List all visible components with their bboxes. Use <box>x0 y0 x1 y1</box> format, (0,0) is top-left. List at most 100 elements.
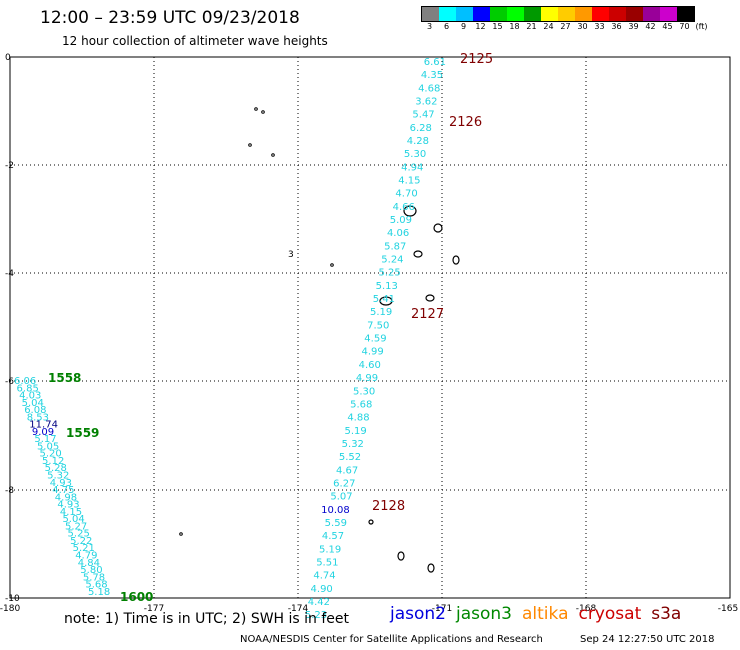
island <box>271 153 275 157</box>
colorbar-swatch <box>558 7 575 21</box>
swh-value: 5.19 <box>370 307 392 318</box>
swh-value: 5.18 <box>88 587 110 598</box>
swh-value: 4.84 <box>78 558 100 569</box>
colorbar-swatch <box>439 7 456 21</box>
colorbar-swatch <box>626 7 643 21</box>
x-tick-label: -171 <box>432 604 452 614</box>
swh-value: 3.62 <box>415 97 437 108</box>
x-tick-label: -168 <box>576 604 597 614</box>
colorbar-swatch <box>592 7 609 21</box>
swh-value: 5.27 <box>65 521 87 532</box>
swh-value: 4.94 <box>401 162 423 173</box>
swh-value: 4.59 <box>364 334 386 345</box>
colorbar-label: 15 <box>492 22 503 31</box>
island <box>254 107 258 111</box>
swh-value: 5.23 <box>305 610 327 621</box>
colorbar-swatch <box>660 7 677 21</box>
swh-value: 4.66 <box>393 202 415 213</box>
credit-line: NOAA/NESDIS Center for Satellite Applica… <box>240 634 543 645</box>
colorbar-label: 12 <box>475 22 486 31</box>
timestamp: Sep 24 12:27:50 UTC 2018 <box>580 634 715 645</box>
swh-value: 5.28 <box>45 463 67 474</box>
island <box>425 294 435 302</box>
swh-value: 4.60 <box>359 360 381 371</box>
legend-item-jason2: jason2 <box>390 604 446 624</box>
colorbar-label: 45 <box>662 22 673 31</box>
x-tick-label: -174 <box>288 604 309 614</box>
map-grid <box>9 56 731 599</box>
swh-value: 4.88 <box>347 413 369 424</box>
swh-value: 5.30 <box>404 149 426 160</box>
y-tick-label: -2 <box>5 161 14 171</box>
colorbar-swatch <box>541 7 558 21</box>
pass-number: 1558 <box>48 371 81 385</box>
island <box>379 296 393 306</box>
colorbar-label: 18 <box>509 22 520 31</box>
colorbar-swatch <box>609 7 626 21</box>
y-tick-label: -4 <box>5 269 14 279</box>
colorbar <box>421 6 695 22</box>
swh-value: 6.85 <box>17 383 39 394</box>
swh-value: 5.59 <box>325 518 347 529</box>
colorbar-swatch <box>456 7 473 21</box>
swh-value: 5.19 <box>344 426 366 437</box>
swh-value: 5.87 <box>384 241 406 252</box>
y-tick-label: -6 <box>5 377 14 387</box>
swh-value: 5.04 <box>22 398 44 409</box>
swh-value: 4.99 <box>356 373 378 384</box>
swh-value: 4.99 <box>361 347 383 358</box>
swh-value: 5.68 <box>350 399 372 410</box>
islands: 3 <box>179 107 460 573</box>
swh-value: 5.04 <box>62 514 84 525</box>
swh-value: 5.21 <box>73 543 95 554</box>
swh-value: 6.61 <box>424 57 446 68</box>
swh-value: 4.68 <box>418 83 440 94</box>
pass-number: 2127 <box>411 307 444 322</box>
swh-value: 4.57 <box>322 531 344 542</box>
island <box>179 532 183 536</box>
swh-value: 5.25 <box>68 529 90 540</box>
swh-value: 5.68 <box>85 580 107 591</box>
island <box>397 551 405 561</box>
island <box>433 223 443 233</box>
colorbar-unit: (ft) <box>695 22 708 31</box>
footnote: note: 1) Time is in UTC; 2) SWH is in fe… <box>64 611 350 627</box>
swh-value: 5.52 <box>339 452 361 463</box>
colorbar-swatch <box>575 7 592 21</box>
pass-number: 2125 <box>460 52 493 67</box>
colorbar-label: 39 <box>628 22 639 31</box>
swh-value: 4.79 <box>75 550 97 561</box>
pass-number: 2128 <box>372 499 405 514</box>
legend-item-altika: altika <box>522 604 569 624</box>
swh-value: 5.25 <box>378 268 400 279</box>
swh-value: 4.15 <box>60 507 82 518</box>
island <box>368 519 374 525</box>
swh-value: 4.15 <box>398 176 420 187</box>
island <box>403 205 417 217</box>
pass-number: 2126 <box>449 115 482 130</box>
swh-value: 6.28 <box>410 123 432 134</box>
swh-value: 5.32 <box>342 439 364 450</box>
island <box>261 110 265 114</box>
colorbar-swatch <box>507 7 524 21</box>
track-main: 6.61 4.35 4.68 3.62 5.47 6.28 4.28 5.30 4.94 4.15… <box>305 52 493 621</box>
colorbar-label: 27 <box>560 22 571 31</box>
island-label: 3 <box>288 250 294 260</box>
colorbar-swatch <box>422 7 439 21</box>
swh-value: 4.75 <box>52 485 74 496</box>
colorbar-label: 9 <box>460 22 467 31</box>
chart-subtitle: 12 hour collection of altimeter wave hei… <box>62 34 328 48</box>
swh-value: 4.93 <box>50 478 72 489</box>
y-tick-label: 0 <box>5 53 11 63</box>
colorbar-label: 70 <box>679 22 690 31</box>
legend-item-jason3: jason3 <box>456 604 512 624</box>
swh-value: 4.93 <box>57 500 79 511</box>
swh-value: 11.74 <box>29 420 58 431</box>
swh-value: 4.28 <box>407 136 429 147</box>
swh-value: 9.09 <box>32 427 54 438</box>
island <box>248 143 252 147</box>
swh-value: 8.53 <box>27 412 49 423</box>
legend-item-s3a: s3a <box>651 604 682 624</box>
colorbar-swatch <box>677 7 694 21</box>
